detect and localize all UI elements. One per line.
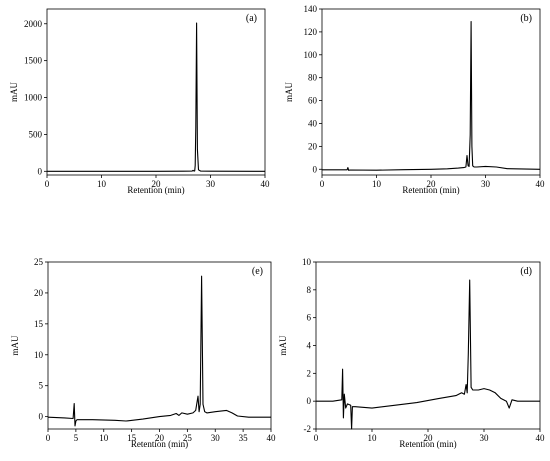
x-tick-label: 0 — [45, 179, 50, 189]
x-tick-label: 40 — [536, 433, 546, 443]
x-tick-label: 30 — [481, 179, 491, 189]
x-tick-label: 0 — [320, 179, 325, 189]
y-tick-label: 2 — [307, 368, 312, 378]
x-tick-label: 35 — [239, 433, 249, 443]
y-axis-label: mAU — [278, 335, 288, 356]
y-tick-label: -2 — [304, 424, 312, 434]
y-tick-label: 4 — [307, 341, 312, 351]
y-tick-label: 40 — [308, 118, 318, 128]
y-tick-label: 0 — [313, 164, 318, 174]
series-line — [316, 280, 540, 429]
x-tick-label: 5 — [74, 433, 79, 443]
panel-label: (e) — [252, 266, 263, 277]
y-tick-label: 2000 — [24, 19, 43, 29]
y-axis-label: mAU — [9, 82, 19, 103]
x-tick-label: 10 — [372, 179, 382, 189]
x-axis-label: Retention (min) — [402, 185, 459, 195]
y-tick-label: 80 — [308, 73, 318, 83]
x-axis-label: Retention (min) — [127, 185, 184, 195]
y-tick-label: 6 — [307, 313, 312, 323]
y-tick-label: 500 — [29, 129, 43, 139]
y-tick-label: 100 — [304, 50, 318, 60]
panel-label: (b) — [520, 13, 532, 24]
plot-frame — [322, 9, 540, 175]
y-tick-label: 140 — [304, 4, 318, 14]
y-tick-label: 5 — [39, 381, 44, 391]
x-tick-label: 40 — [261, 179, 271, 189]
plot-frame — [48, 262, 271, 429]
y-tick-label: 10 — [34, 350, 44, 360]
y-axis-label: mAU — [284, 82, 294, 103]
panel-label: (d) — [520, 266, 532, 277]
x-tick-label: 30 — [480, 433, 490, 443]
x-tick-label: 40 — [267, 433, 277, 443]
y-tick-label: 0 — [38, 166, 43, 176]
x-tick-label: 30 — [211, 433, 221, 443]
x-tick-label: 0 — [46, 433, 51, 443]
y-tick-label: 1000 — [24, 93, 43, 103]
y-tick-label: 0 — [39, 412, 44, 422]
x-tick-label: 10 — [368, 433, 378, 443]
y-tick-label: 20 — [308, 141, 318, 151]
y-tick-label: 1500 — [24, 56, 43, 66]
y-tick-label: 10 — [302, 257, 312, 267]
plot-frame — [316, 262, 540, 429]
series-line — [322, 22, 540, 171]
plot-frame — [47, 9, 265, 175]
x-axis-label: Retention (min) — [131, 439, 188, 449]
y-tick-label: 15 — [34, 319, 44, 329]
x-tick-label: 0 — [314, 433, 319, 443]
x-tick-label: 10 — [99, 433, 109, 443]
y-tick-label: 60 — [308, 96, 318, 106]
y-tick-label: 20 — [34, 288, 44, 298]
y-tick-label: 120 — [304, 27, 318, 37]
x-tick-label: 10 — [97, 179, 107, 189]
y-tick-label: 8 — [307, 285, 312, 295]
y-axis-label: mAU — [10, 335, 20, 356]
x-tick-label: 40 — [536, 179, 546, 189]
series-line — [48, 276, 271, 426]
x-axis-label: Retention (min) — [399, 439, 456, 449]
series-line — [47, 23, 265, 171]
x-tick-label: 30 — [206, 179, 216, 189]
y-tick-label: 25 — [34, 257, 44, 267]
panel-label: (a) — [246, 13, 257, 24]
y-tick-label: 0 — [307, 396, 312, 406]
